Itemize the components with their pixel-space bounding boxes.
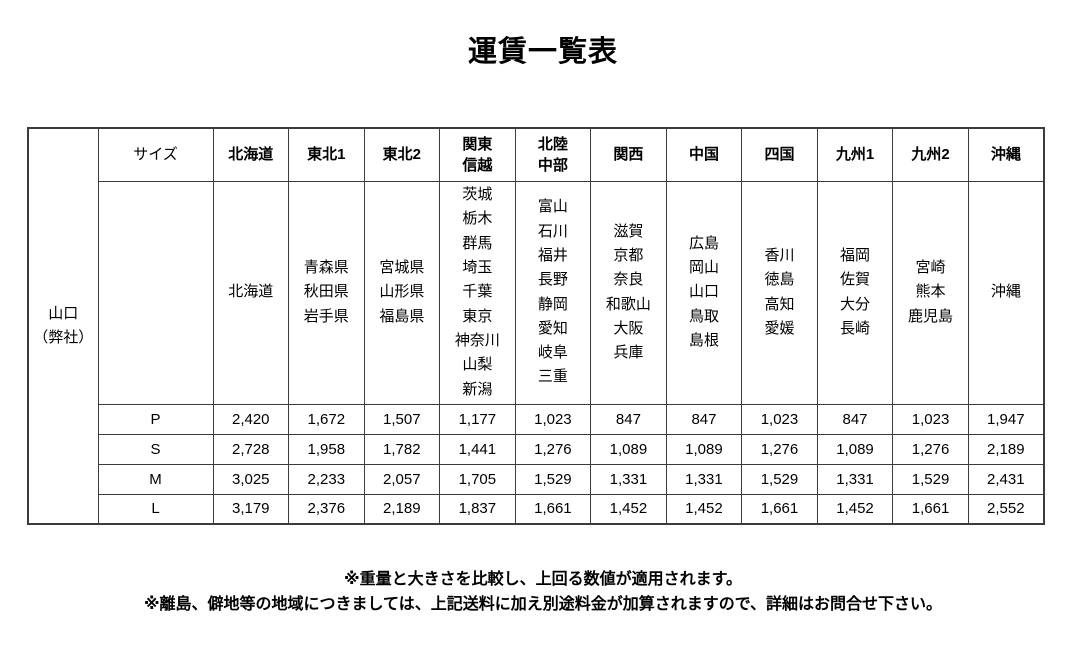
fare-cell: 1,276: [514, 433, 592, 465]
fare-cell: 1,661: [892, 493, 969, 525]
fare-cell: 2,189: [363, 493, 441, 525]
region-header-cell: 沖縄: [967, 127, 1045, 182]
fare-cell: 1,672: [288, 403, 365, 435]
fare-cell: 1,089: [590, 433, 667, 465]
fare-cell: 1,507: [363, 403, 441, 435]
prefecture-spacer-cell: [97, 180, 214, 405]
fare-cell: 1,452: [590, 493, 667, 525]
prefecture-list-cell: 滋賀 京都 奈良 和歌山 大阪 兵庫: [590, 180, 667, 405]
fare-cell: 1,276: [892, 433, 969, 465]
fare-cell: 3,179: [212, 493, 290, 525]
fare-cell: 1,782: [363, 433, 441, 465]
note-line: ※重量と大きさを比較し、上回る数値が適用されます。: [344, 571, 742, 588]
fare-cell: 1,331: [816, 463, 894, 495]
page-title: 運賃一覧表: [467, 36, 618, 68]
fare-cell: 1,529: [514, 463, 592, 495]
size-label-cell: P: [97, 403, 214, 435]
region-header-cell: 四国: [741, 127, 818, 182]
fare-cell: 1,837: [439, 493, 516, 525]
note-line: ※離島、僻地等の地域につきましては、上記送料に加え別途料金が加算されますので、詳…: [143, 596, 943, 613]
fare-cell: 1,441: [439, 433, 516, 465]
region-header-cell: 九州1: [816, 127, 894, 182]
fare-cell: 847: [816, 403, 894, 435]
fare-table: 山口 （弊社） サイズ 北海道 東北1 東北2 関東 信越 北陸 中部 関西 中国 四国 九州1 九州…: [27, 127, 1045, 525]
prefecture-list-cell: 沖縄: [967, 180, 1045, 405]
prefecture-list-cell: 宮城県 山形県 福島県: [363, 180, 441, 405]
size-label-cell: S: [97, 433, 214, 465]
fare-cell: 1,947: [967, 403, 1045, 435]
region-header-cell: 東北1: [288, 127, 365, 182]
fare-cell: 1,331: [590, 463, 667, 495]
origin-cell: 山口 （弊社）: [27, 127, 99, 525]
fare-cell: 2,431: [967, 463, 1045, 495]
fare-cell: 1,452: [665, 493, 743, 525]
fare-cell: 1,331: [665, 463, 743, 495]
fare-row: P 2,420 1,672 1,507 1,177 1,023 847 847 1,023 847…: [28, 403, 1045, 435]
size-label-cell: L: [97, 493, 214, 525]
prefecture-list-cell: 富山 石川 福井 長野 静岡 愛知 岐阜 三重: [514, 180, 592, 405]
fare-cell: 2,728: [212, 433, 290, 465]
size-label-cell: M: [97, 463, 214, 495]
fare-cell: 1,661: [741, 493, 818, 525]
fare-cell: 847: [665, 403, 743, 435]
fare-cell: 1,089: [665, 433, 743, 465]
fare-cell: 1,023: [514, 403, 592, 435]
fare-cell: 1,276: [741, 433, 818, 465]
region-header-cell: 北陸 中部: [514, 127, 592, 182]
region-header-cell: 北海道: [212, 127, 290, 182]
fare-cell: 2,552: [967, 493, 1045, 525]
fare-cell: 1,452: [816, 493, 894, 525]
fare-cell: 1,529: [892, 463, 969, 495]
prefecture-list-cell: 茨城 栃木 群馬 埼玉 千葉 東京 神奈川 山梨 新潟: [439, 180, 516, 405]
region-header-cell: 九州2: [892, 127, 969, 182]
region-header-cell: 関東 信越: [439, 127, 516, 182]
fare-cell: 2,189: [967, 433, 1045, 465]
fare-cell: 1,958: [288, 433, 365, 465]
fare-cell: 2,233: [288, 463, 365, 495]
notes: ※重量と大きさを比較し、上回る数値が適用されます。 ※離島、僻地等の地域につきま…: [0, 567, 1086, 617]
region-header-cell: 中国: [665, 127, 743, 182]
fare-cell: 1,705: [439, 463, 516, 495]
fare-table-body: 山口 （弊社） サイズ 北海道 東北1 東北2 関東 信越 北陸 中部 関西 中国 四国 九州1 九州…: [27, 127, 1045, 525]
fare-cell: 1,529: [741, 463, 818, 495]
fare-cell: 1,023: [892, 403, 969, 435]
fare-row: L 3,179 2,376 2,189 1,837 1,661 1,452 1,452 1,66…: [28, 493, 1045, 525]
fare-cell: 3,025: [212, 463, 290, 495]
region-header-cell: 東北2: [363, 127, 441, 182]
size-header-cell: サイズ: [97, 127, 214, 182]
prefecture-list-cell: 広島 岡山 山口 鳥取 島根: [665, 180, 743, 405]
fare-cell: 1,177: [439, 403, 516, 435]
fare-cell: 1,661: [514, 493, 592, 525]
fare-cell: 1,023: [741, 403, 818, 435]
prefecture-list-cell: 福岡 佐賀 大分 長崎: [816, 180, 894, 405]
fare-cell: 2,376: [288, 493, 365, 525]
region-header-cell: 関西: [590, 127, 667, 182]
fare-row: M 3,025 2,233 2,057 1,705 1,529 1,331 1,331 1,52…: [28, 463, 1045, 495]
prefecture-list-cell: 青森県 秋田県 岩手県: [288, 180, 365, 405]
fare-cell: 847: [590, 403, 667, 435]
prefecture-list-cell: 宮崎 熊本 鹿児島: [892, 180, 969, 405]
fare-cell: 2,420: [212, 403, 290, 435]
fare-row: S 2,728 1,958 1,782 1,441 1,276 1,089 1,089 1,27…: [28, 433, 1045, 465]
fare-cell: 1,089: [816, 433, 894, 465]
fare-cell: 2,057: [363, 463, 441, 495]
prefecture-list-cell: 香川 徳島 高知 愛媛: [741, 180, 818, 405]
prefecture-list-cell: 北海道: [212, 180, 290, 405]
